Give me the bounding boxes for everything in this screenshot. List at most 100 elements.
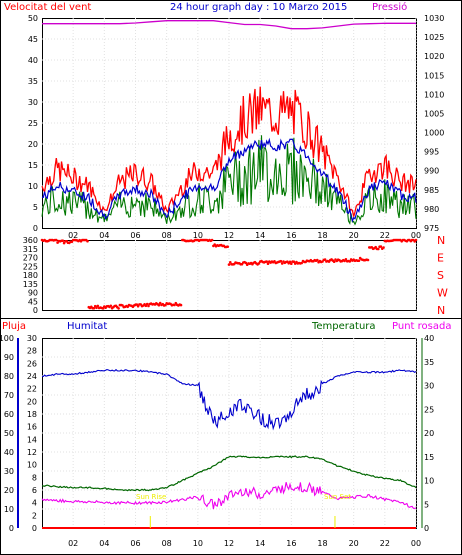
bottom-x-tick: 08 [162, 539, 172, 548]
pressure-y-tick: 990 [424, 167, 439, 176]
wind-x-tick: 00 [411, 231, 421, 240]
direction-point [86, 239, 89, 243]
bottom-x-tick: 06 [130, 539, 140, 548]
humidity-y-tick: 50 [4, 429, 14, 438]
pressure-y-tick: 1020 [424, 52, 444, 61]
temperature-label: Temperatura [311, 321, 376, 332]
dew-point-label: Punt rosada [392, 321, 451, 332]
rain-y-tick: 4 [32, 499, 37, 508]
humidity-y-tick: 40 [4, 448, 14, 457]
direction-y-tick: 360 [23, 236, 38, 245]
bottom-x-tick: 12 [224, 539, 234, 548]
direction-y-tick: 90 [28, 289, 38, 298]
temp-y-tick: 40 [424, 334, 434, 343]
rain-y-tick: 30 [27, 334, 37, 343]
temp-y-tick: 20 [424, 429, 434, 438]
direction-point [144, 304, 148, 308]
rain-y-tick: 8 [32, 473, 37, 482]
direction-point [95, 306, 98, 310]
direction-point [173, 303, 176, 307]
direction-point [366, 258, 370, 262]
pressure-y-tick: 1005 [424, 109, 444, 118]
rain-y-tick: 24 [27, 372, 37, 381]
direction-point [210, 238, 214, 242]
direction-point [379, 245, 383, 248]
direction-point [280, 262, 284, 265]
rain-y-tick: 28 [27, 347, 37, 356]
direction-y-tick: 45 [28, 297, 38, 306]
wind-y-tick: 30 [28, 98, 38, 107]
direction-point [226, 245, 229, 248]
direction-point [157, 303, 161, 307]
direction-point [344, 258, 348, 261]
wind-x-tick: 22 [380, 231, 390, 240]
direction-point [290, 262, 293, 266]
wind-x-tick: 12 [224, 231, 234, 240]
direction-point [288, 260, 292, 264]
direction-point [348, 260, 352, 263]
rain-y-tick: 0 [32, 524, 37, 533]
direction-point [229, 261, 232, 264]
direction-point [101, 307, 105, 310]
compass-label-s: S [437, 269, 444, 282]
wind-y-tick: 5 [33, 203, 38, 212]
bottom-x-tick: 02 [68, 539, 78, 548]
bottom-x-tick: 16 [286, 539, 296, 548]
direction-point [164, 303, 167, 307]
humidity-y-tick: 100 [0, 334, 14, 343]
pressure-y-tick: 995 [424, 148, 439, 157]
direction-point [357, 259, 361, 263]
rain-label: Pluja [2, 321, 26, 332]
pressure-y-tick: 975 [424, 224, 439, 233]
humidity-line [42, 368, 417, 431]
direction-point [55, 238, 58, 242]
humidity-y-tick: 30 [4, 467, 14, 476]
sun-set-label: Sun Set [324, 493, 351, 501]
pressure-y-tick: 1030 [424, 14, 444, 23]
direction-point [117, 307, 120, 310]
rain-y-tick: 10 [27, 461, 37, 470]
wind-y-tick: 25 [28, 119, 38, 128]
direction-point [179, 303, 183, 307]
wind-y-tick: 10 [28, 182, 38, 191]
rain-y-tick: 20 [27, 397, 37, 406]
compass-label-w: W [437, 287, 448, 300]
direction-point [227, 263, 231, 266]
direction-point [300, 261, 304, 265]
pressure-y-tick: 1010 [424, 90, 444, 99]
pressure-y-tick: 1000 [424, 129, 444, 138]
rain-y-tick: 26 [27, 359, 37, 368]
wind-y-tick: 35 [28, 77, 38, 86]
direction-y-tick: 315 [23, 245, 38, 254]
bottom-x-tick: 22 [380, 539, 390, 548]
rain-y-tick: 2 [32, 511, 37, 520]
temperature-line [41, 455, 417, 492]
compass-label-e: E [437, 252, 444, 265]
pressure-y-tick: 1015 [424, 71, 444, 80]
wind-x-tick: 14 [255, 231, 265, 240]
direction-point [61, 239, 65, 242]
chart-ticks: 0510152025303540455097598098599099510001… [0, 14, 444, 548]
pressure-y-tick: 985 [424, 186, 439, 195]
temp-y-tick: 0 [424, 524, 429, 533]
temp-y-tick: 5 [424, 500, 429, 509]
humidity-label: Humitat [67, 321, 107, 332]
wind-min-line [41, 135, 417, 226]
humidity-y-tick: 0 [9, 524, 14, 533]
wind-x-tick: 18 [317, 231, 327, 240]
wind-y-tick: 20 [28, 140, 38, 149]
wind-x-tick: 20 [349, 231, 359, 240]
direction-point [377, 247, 380, 251]
humidity-y-tick: 20 [4, 486, 14, 495]
wind-x-tick: 02 [68, 231, 78, 240]
wind-x-tick: 10 [193, 231, 203, 240]
direction-point [414, 238, 418, 242]
direction-point [265, 260, 269, 263]
direction-point [136, 304, 140, 308]
temp-y-tick: 10 [424, 477, 434, 486]
direction-point [279, 259, 283, 263]
wind-x-tick: 16 [286, 231, 296, 240]
temp-y-tick: 15 [424, 453, 434, 462]
bottom-x-tick: 00 [411, 539, 421, 548]
